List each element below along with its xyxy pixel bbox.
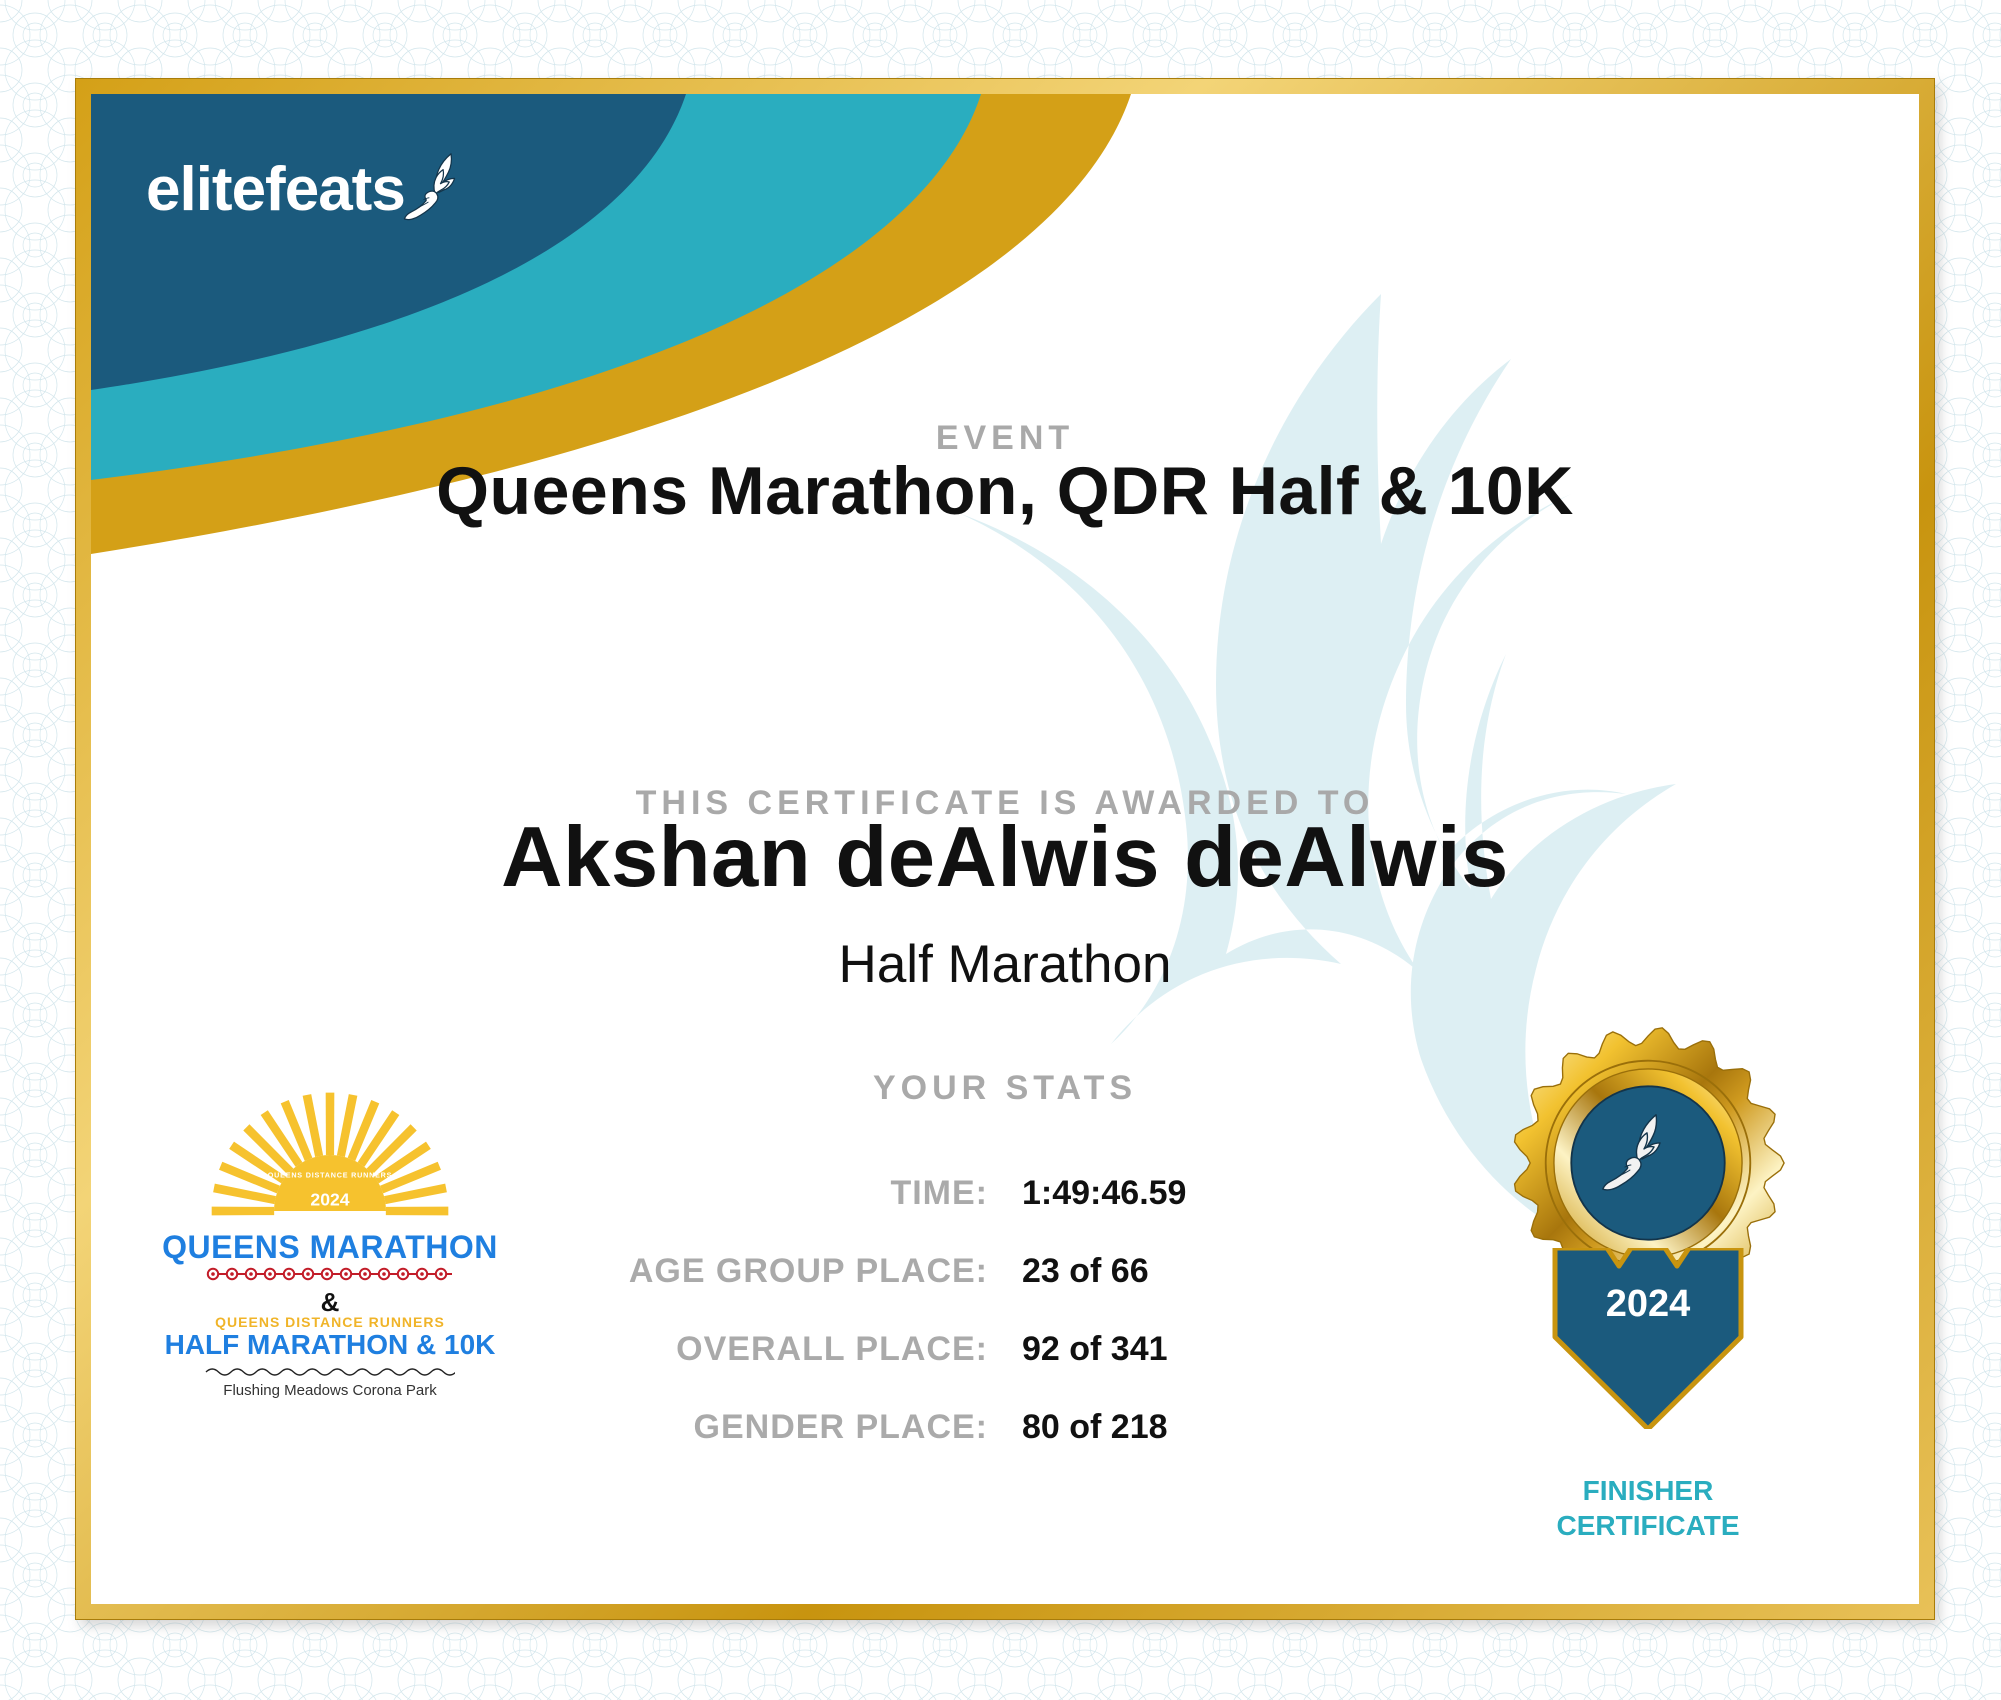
svg-text:2024: 2024 xyxy=(1606,1283,1691,1325)
svg-text:QUEENS DISTANCE RUNNERS: QUEENS DISTANCE RUNNERS xyxy=(268,1170,393,1179)
svg-text:2024: 2024 xyxy=(310,1189,349,1209)
